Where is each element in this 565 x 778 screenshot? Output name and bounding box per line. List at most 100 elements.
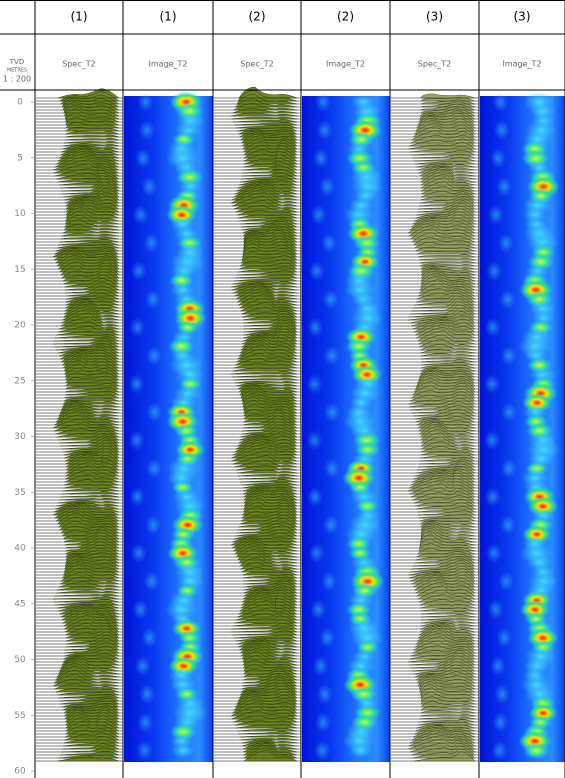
- image-blob: [494, 684, 510, 704]
- spectrum-wiggles: [53, 89, 119, 761]
- track-name: Image_T2: [326, 60, 365, 69]
- image-blob: [135, 656, 151, 676]
- image-blob: [486, 261, 502, 281]
- image-blob: [324, 346, 340, 366]
- image-blob: [324, 459, 340, 479]
- image-blob: [172, 743, 195, 757]
- depth-label: TVD: [9, 58, 24, 66]
- depth-unit: METRES: [7, 68, 27, 74]
- image-blob: [139, 684, 155, 704]
- depth-tick-label: 45: [14, 599, 25, 609]
- image-blob: [145, 515, 161, 535]
- image-blob: [498, 571, 514, 591]
- track-run: (2): [249, 10, 266, 24]
- image-blob: [307, 318, 323, 338]
- image-blob: [492, 712, 508, 732]
- depth-tick-label: 60: [14, 767, 26, 777]
- image-blob: [306, 374, 322, 394]
- image-blob: [501, 346, 517, 366]
- depth-tick-label: 30: [14, 432, 26, 442]
- image-blob: [314, 741, 330, 761]
- track-run: (3): [514, 10, 531, 24]
- image-blob: [486, 543, 502, 563]
- image-blob: [523, 742, 549, 759]
- image-blob: [496, 628, 512, 648]
- image-blob: [310, 600, 326, 620]
- track: [36, 89, 123, 761]
- image-blob: [488, 600, 504, 620]
- image-blob: [315, 712, 331, 732]
- image-blob: [131, 543, 147, 563]
- track-run: (1): [160, 10, 177, 24]
- image-blob: [141, 628, 157, 648]
- image-blob: [139, 120, 155, 140]
- image-blob: [306, 430, 322, 450]
- image-blob: [323, 289, 339, 309]
- image-blob: [308, 543, 324, 563]
- image-blob: [132, 600, 148, 620]
- depth-scale: 1 : 200: [3, 75, 31, 84]
- image-blob: [501, 402, 517, 422]
- image-blob: [490, 148, 506, 168]
- image-blob: [313, 656, 329, 676]
- image-blob: [310, 205, 326, 225]
- track: [214, 87, 301, 761]
- depth-tick-label: 35: [14, 488, 25, 498]
- depth-tick-label: 15: [14, 265, 25, 275]
- image-blob: [496, 177, 512, 197]
- image-blob: [494, 120, 510, 140]
- image-blob: [484, 374, 500, 394]
- image-blob: [319, 628, 335, 648]
- track-run: (1): [71, 10, 88, 24]
- track-name: Image_T2: [148, 60, 187, 69]
- image-blob: [498, 233, 514, 253]
- depth-tick-label: 10: [14, 209, 26, 219]
- image-blob: [133, 205, 149, 225]
- image-blob: [129, 430, 145, 450]
- image-blob: [501, 459, 517, 479]
- image-blob: [488, 205, 504, 225]
- image-blob: [146, 346, 162, 366]
- image-blob: [323, 515, 339, 535]
- image-blob: [500, 289, 516, 309]
- image-blob: [129, 374, 145, 394]
- image-blob: [492, 741, 508, 761]
- track: [480, 92, 565, 762]
- image-blob: [144, 571, 160, 591]
- image-blob: [315, 92, 331, 112]
- depth-tick-label: 0: [17, 98, 23, 108]
- track: [302, 92, 390, 762]
- image-blob: [484, 430, 500, 450]
- track-run: (3): [426, 10, 443, 24]
- track: [124, 91, 213, 762]
- depth-tick-label: 5: [17, 153, 23, 163]
- image-blob: [349, 743, 372, 758]
- image-blob: [145, 289, 161, 309]
- image-blob: [317, 684, 333, 704]
- image-blob: [321, 233, 337, 253]
- track-name: Image_T2: [502, 60, 541, 69]
- track-run: (2): [337, 10, 354, 24]
- spectrum-wiggles: [231, 87, 297, 761]
- image-blob: [307, 487, 323, 507]
- image-blob: [490, 656, 506, 676]
- image-blob: [313, 148, 329, 168]
- image-blob: [485, 487, 501, 507]
- track-name: Spec_T2: [240, 60, 273, 69]
- image-blob: [309, 261, 325, 281]
- image-blob: [131, 261, 147, 281]
- image-blob: [500, 515, 516, 535]
- track-name: Spec_T2: [62, 60, 95, 69]
- image-blob: [129, 318, 145, 338]
- image-blob: [321, 571, 337, 591]
- image-blob: [324, 402, 340, 422]
- image-blob: [136, 741, 152, 761]
- image-blob: [135, 148, 151, 168]
- track-name: Spec_T2: [418, 60, 451, 69]
- image-blob: [143, 233, 159, 253]
- image-blob: [129, 487, 145, 507]
- track: [391, 94, 479, 761]
- depth-tick-label: 20: [14, 321, 26, 331]
- image-blob: [146, 459, 162, 479]
- image-blob: [141, 177, 157, 197]
